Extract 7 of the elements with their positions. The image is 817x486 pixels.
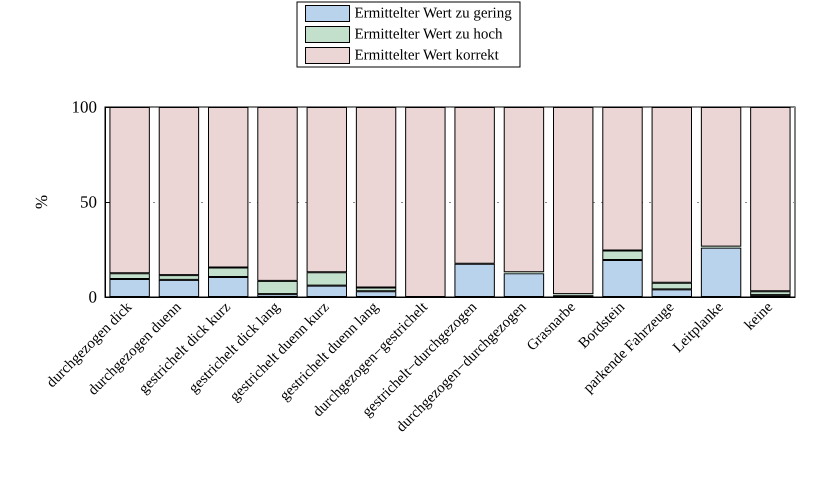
y-tick-label: 100 [72,98,97,116]
y-axis-title: % [32,194,51,210]
y-tick-label: 50 [80,192,97,212]
legend-label: Ermittelter Wert korrekt [354,48,500,64]
legend-label: Ermittelter Wert zu hoch [354,26,504,42]
legend-label: Ermittelter Wert zu gering [354,6,512,22]
y-tick-label: 0 [88,288,97,306]
